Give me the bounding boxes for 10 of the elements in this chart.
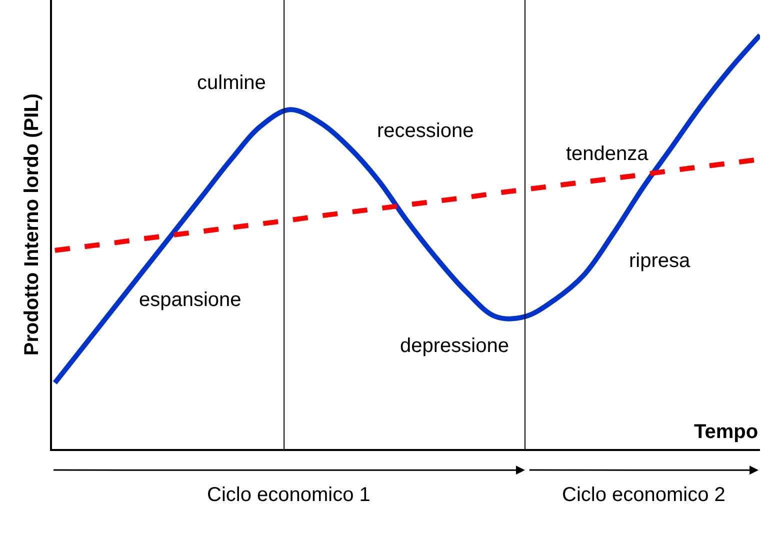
text: Ciclo economico 1 [207, 484, 370, 506]
annotation: ripresa [629, 250, 692, 272]
y-axis-title: Prodotto Interno lordo (PIL) [21, 93, 43, 356]
annotation: recessione [377, 120, 474, 142]
annotation: culmine [197, 72, 266, 94]
annotation: espansione [139, 289, 242, 311]
text: Ciclo economico 2 [562, 484, 726, 506]
annotation: tendenza [566, 143, 650, 165]
annotation: depressione [400, 335, 509, 357]
x-axis-title: Tempo [694, 421, 758, 443]
